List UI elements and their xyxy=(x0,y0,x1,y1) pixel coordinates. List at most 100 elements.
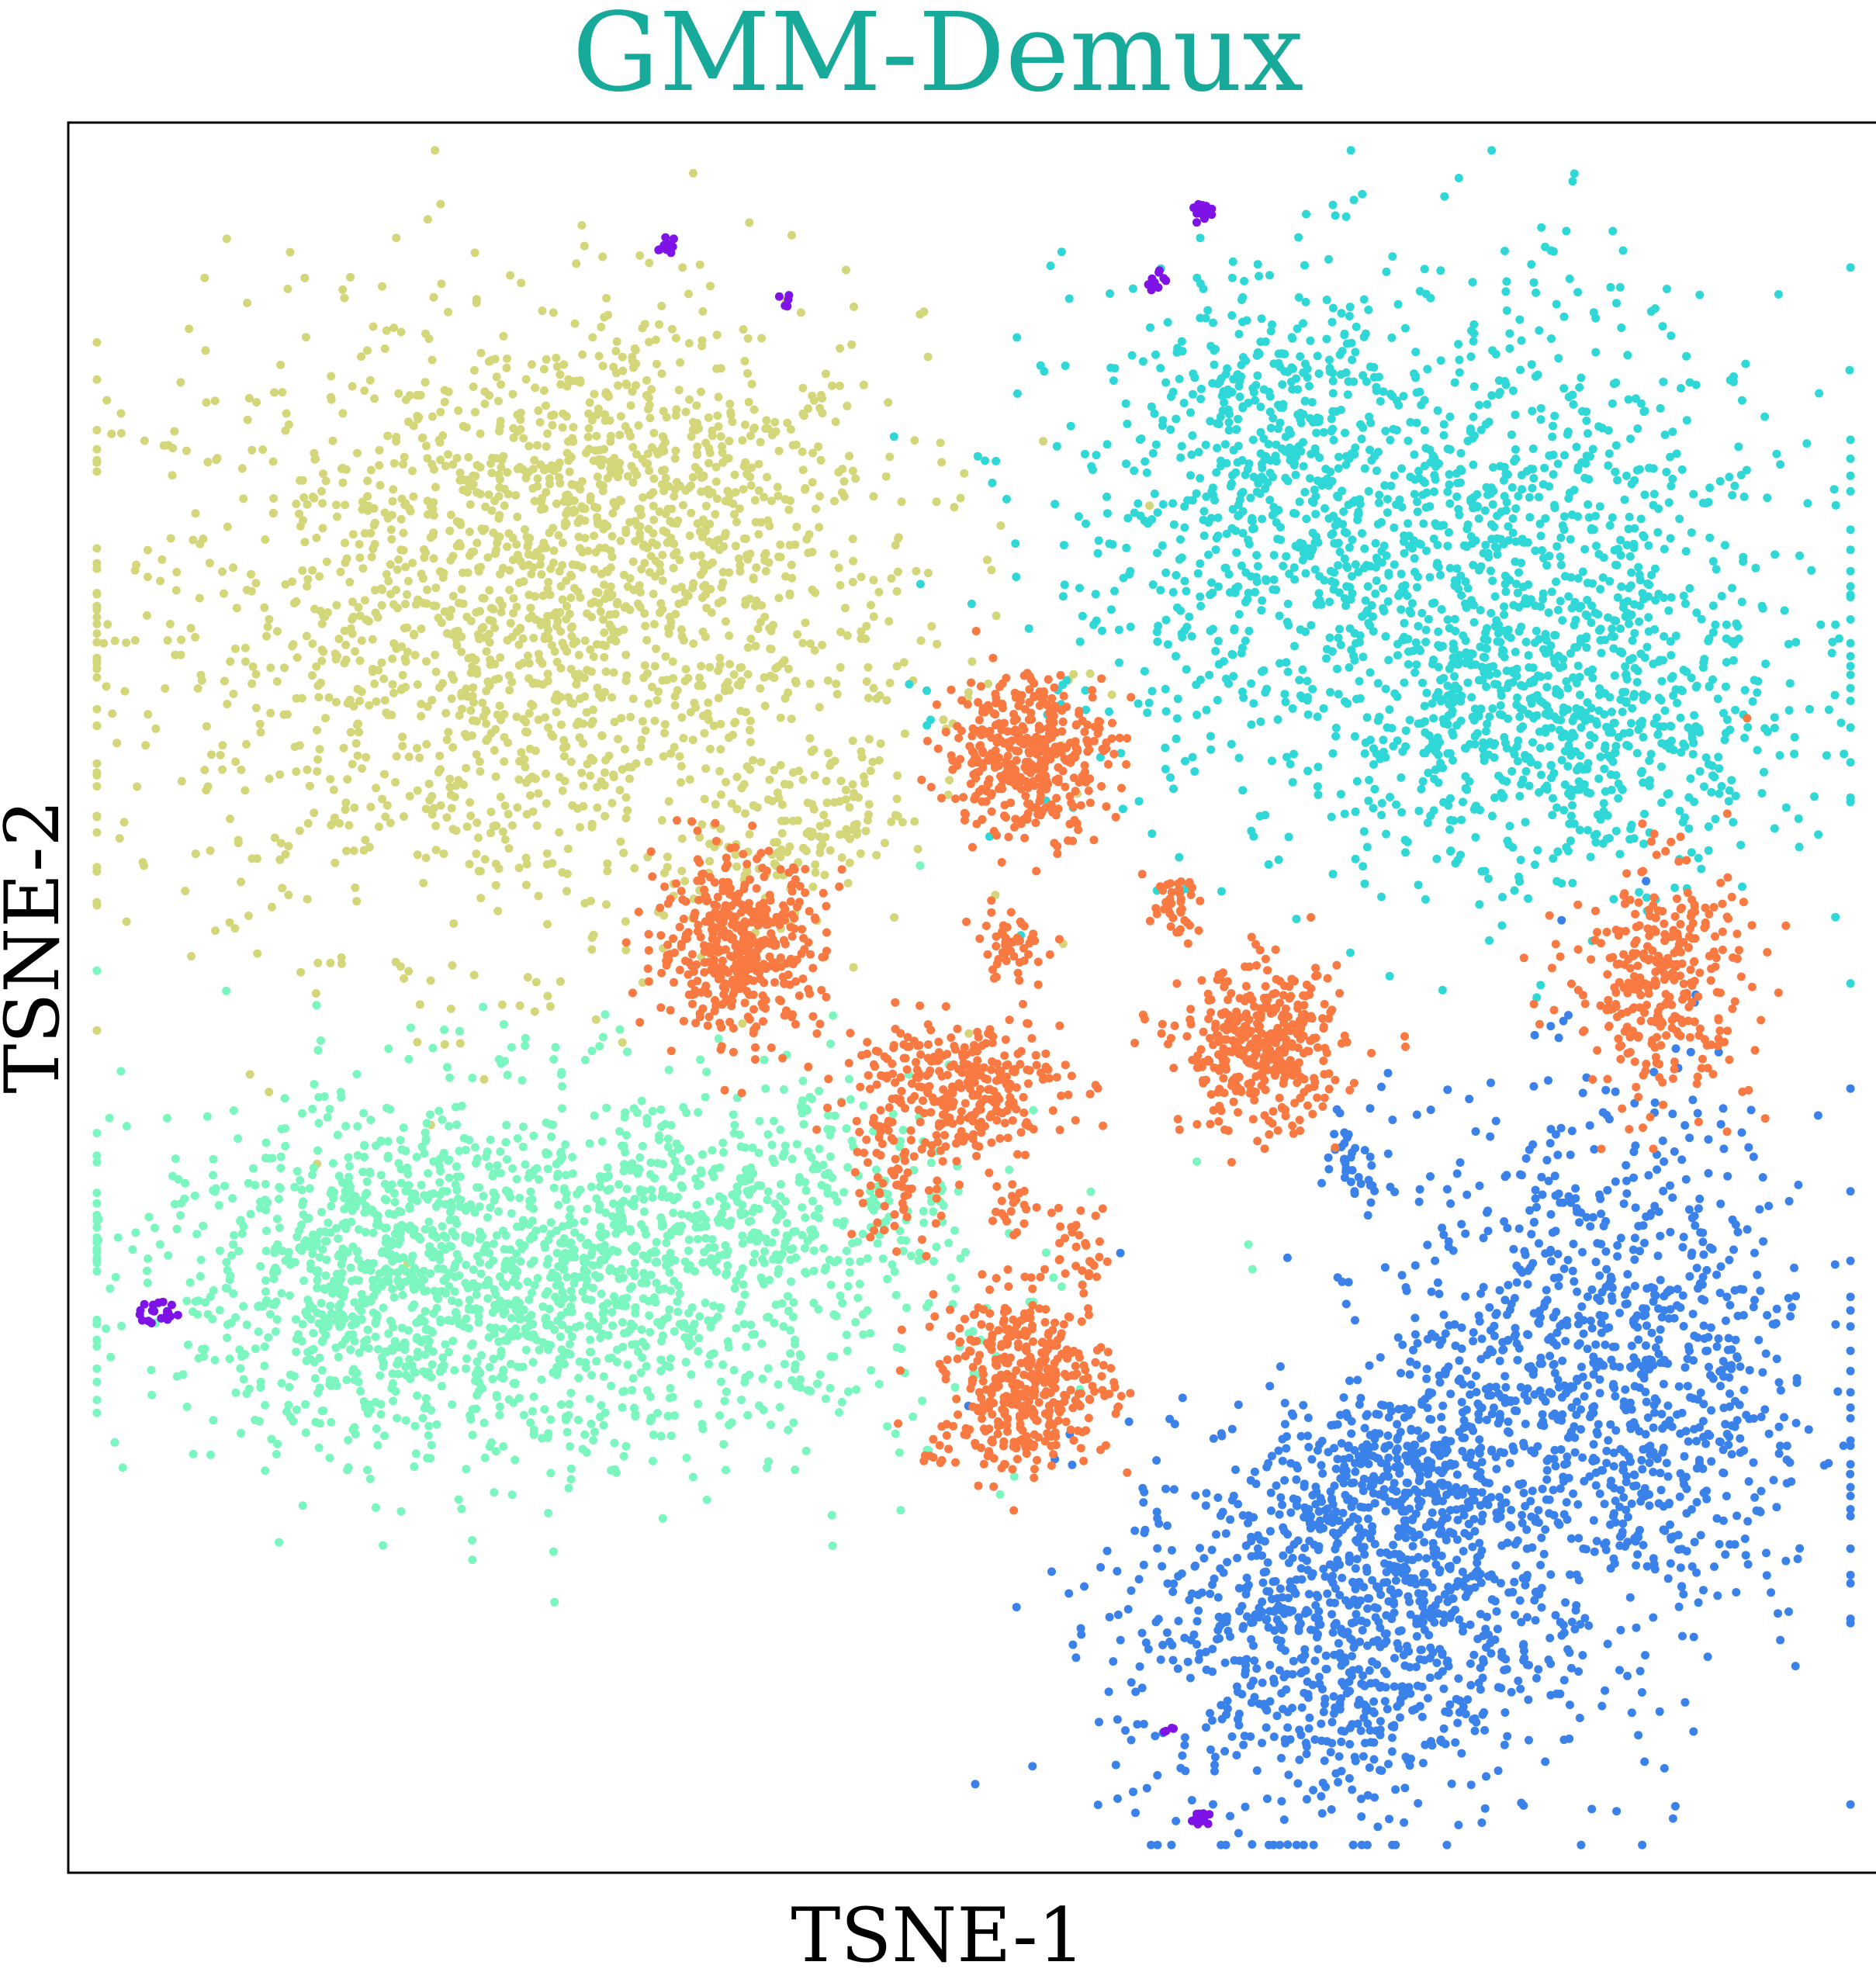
data-point xyxy=(1616,624,1625,633)
data-point xyxy=(452,781,461,791)
data-point xyxy=(120,687,130,696)
data-point xyxy=(449,919,459,928)
data-point xyxy=(1457,591,1466,600)
data-point xyxy=(514,863,524,873)
data-point xyxy=(1470,704,1480,714)
data-point xyxy=(1624,395,1633,404)
data-point xyxy=(1846,454,1855,463)
data-point xyxy=(454,1495,463,1504)
data-point xyxy=(590,503,599,511)
data-point xyxy=(1469,337,1478,346)
data-point xyxy=(472,717,481,726)
data-point xyxy=(584,445,594,454)
data-point xyxy=(1414,573,1422,581)
data-point xyxy=(427,695,437,704)
data-point xyxy=(1303,676,1312,686)
data-point xyxy=(1140,666,1149,676)
data-point xyxy=(272,676,282,686)
data-point xyxy=(490,821,500,830)
data-point xyxy=(1493,511,1502,521)
data-point xyxy=(1251,381,1261,389)
data-point xyxy=(534,406,543,415)
data-point xyxy=(774,794,784,803)
data-point xyxy=(1533,846,1542,855)
data-point xyxy=(1385,971,1394,981)
data-point xyxy=(657,302,666,310)
data-point xyxy=(1562,842,1571,852)
data-point xyxy=(625,774,634,784)
data-point xyxy=(801,618,810,628)
data-point xyxy=(697,662,706,671)
data-point xyxy=(1609,644,1618,653)
data-point xyxy=(834,468,843,477)
data-point xyxy=(1328,303,1338,313)
data-point xyxy=(486,1135,495,1144)
data-point xyxy=(639,1207,649,1216)
data-point xyxy=(616,536,625,545)
data-point xyxy=(1298,694,1307,703)
data-point xyxy=(357,636,366,645)
data-point xyxy=(448,742,458,752)
data-point xyxy=(1618,603,1628,612)
data-point xyxy=(363,346,372,355)
data-point xyxy=(483,553,493,562)
data-point xyxy=(542,401,550,410)
data-point xyxy=(1671,631,1680,641)
data-point xyxy=(360,596,369,605)
data-point xyxy=(1712,565,1721,574)
data-point xyxy=(1213,531,1223,541)
data-point xyxy=(303,765,312,774)
data-point xyxy=(630,863,639,873)
data-point xyxy=(798,1076,808,1085)
data-point xyxy=(583,432,593,441)
data-point xyxy=(869,492,878,501)
data-point xyxy=(1563,732,1573,741)
data-point xyxy=(808,828,817,837)
data-point xyxy=(1422,688,1431,697)
data-point xyxy=(388,654,397,663)
data-point xyxy=(704,444,714,453)
data-point xyxy=(983,555,992,565)
data-point xyxy=(313,755,323,764)
data-point xyxy=(1474,676,1483,685)
data-point xyxy=(1630,524,1639,533)
data-point xyxy=(231,757,241,766)
data-point xyxy=(1492,616,1501,625)
data-point xyxy=(1627,718,1635,728)
data-point xyxy=(409,492,418,501)
data-point xyxy=(247,679,257,688)
data-point xyxy=(1452,693,1462,702)
data-point xyxy=(1774,289,1783,299)
data-point xyxy=(1521,818,1530,827)
data-point xyxy=(1622,669,1631,679)
data-point xyxy=(1182,586,1191,596)
data-point xyxy=(422,585,431,594)
data-point xyxy=(351,883,360,892)
data-point xyxy=(326,958,335,967)
data-point xyxy=(1514,492,1523,500)
data-point xyxy=(1447,709,1456,718)
data-point xyxy=(1268,510,1277,520)
data-point xyxy=(1392,426,1401,434)
data-point xyxy=(1846,652,1855,661)
data-point xyxy=(496,792,505,801)
data-point xyxy=(1604,461,1613,470)
data-point xyxy=(1175,375,1184,383)
data-point xyxy=(565,467,574,476)
data-point xyxy=(1449,731,1458,740)
data-point xyxy=(314,693,324,702)
data-point xyxy=(761,566,770,576)
data-point xyxy=(506,271,515,280)
data-point xyxy=(497,1000,507,1009)
data-point xyxy=(466,811,476,821)
data-point xyxy=(514,578,524,587)
data-point xyxy=(988,479,997,487)
data-point xyxy=(223,700,232,708)
data-point xyxy=(1238,786,1248,795)
data-point xyxy=(562,412,571,421)
data-point xyxy=(646,413,655,423)
data-point xyxy=(1145,501,1154,510)
data-point xyxy=(1182,665,1191,674)
data-point xyxy=(1360,879,1369,888)
data-point xyxy=(786,496,795,505)
